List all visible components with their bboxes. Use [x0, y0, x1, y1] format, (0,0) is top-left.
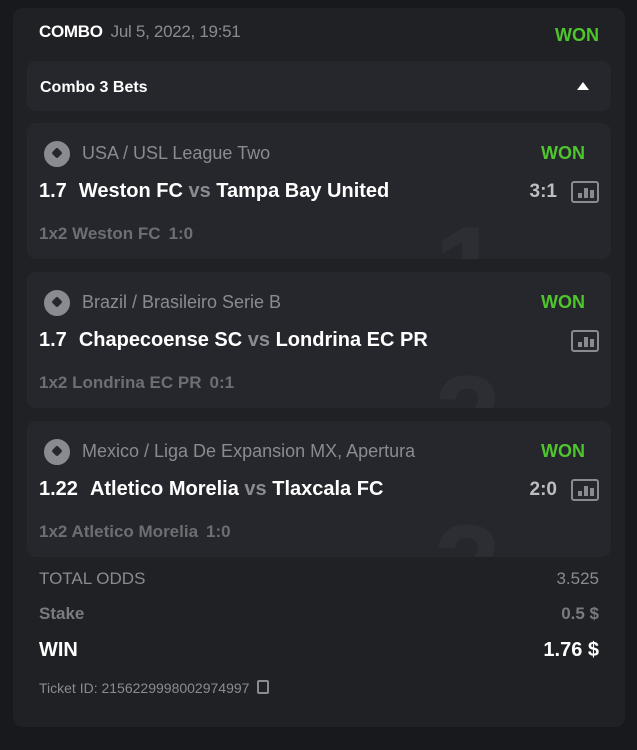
bet-pick: 1x2 Londrina EC PR 0:1	[39, 373, 234, 393]
total-odds-value: 3.525	[556, 569, 599, 588]
stake-row: Stake 0.5 $	[39, 604, 599, 624]
bet-status: WON	[541, 292, 585, 312]
league-name: Brazil / Brasileiro Serie B	[82, 292, 282, 312]
match-line: 1.7 Chapecoense SC vs Londrina EC PR	[39, 328, 428, 352]
match-line: 1.7 Weston FC vs Tampa Bay United	[39, 179, 389, 203]
pick-score: 1:0	[168, 224, 194, 243]
total-odds-label: TOTAL ODDS	[39, 569, 146, 588]
away-team: Tlaxcala FC	[272, 478, 384, 500]
match-line: 1.22 Atletico Morelia vs Tlaxcala FC	[39, 477, 383, 501]
total-odds-row: TOTAL ODDS 3.525	[39, 569, 599, 589]
bet-odd: 1.7	[39, 180, 67, 202]
bet-item: 1 USA / USL League Two WON 1.7 Weston FC …	[27, 123, 611, 259]
home-team: Weston FC	[78, 180, 183, 202]
bet-number-watermark: 1	[434, 209, 501, 259]
win-row: WIN 1.76 $	[39, 639, 599, 662]
home-team: Chapecoense SC	[78, 329, 243, 351]
ticket-header: COMBO Jul 5, 2022, 19:51	[39, 22, 241, 42]
bet-ticket-card: COMBO Jul 5, 2022, 19:51 WON Combo 3 Bets…	[13, 8, 625, 727]
pick-score: 1:0	[206, 522, 231, 541]
soccer-ball-icon	[44, 290, 70, 316]
bet-odd: 1.22	[39, 478, 78, 500]
final-score: 2:0	[529, 479, 557, 500]
vs-label: vs	[247, 329, 271, 351]
bet-status: WON	[541, 143, 585, 163]
caret-up-icon[interactable]	[577, 82, 589, 90]
combo-toggle[interactable]: Combo 3 Bets	[27, 61, 611, 111]
away-team: Tampa Bay United	[216, 180, 390, 202]
ticket-type: COMBO	[39, 22, 103, 41]
stake-value: 0.5 $	[561, 604, 599, 623]
vs-label: vs	[188, 180, 211, 202]
bet-number-watermark: 2	[434, 358, 501, 408]
copy-icon[interactable]	[257, 680, 270, 694]
ticket-id: Ticket ID: 2156229998002974997	[39, 680, 250, 696]
home-team: Atletico Morelia	[89, 478, 239, 500]
ticket-status: WON	[555, 25, 599, 45]
win-label: WIN	[39, 639, 78, 661]
stats-icon[interactable]	[571, 330, 599, 352]
win-value: 1.76 $	[543, 639, 599, 661]
stats-icon[interactable]	[571, 181, 599, 203]
stats-icon[interactable]	[571, 479, 599, 501]
soccer-ball-icon	[44, 141, 70, 167]
soccer-ball-icon	[44, 439, 70, 465]
bet-market: 1x2 Londrina EC PR	[39, 373, 202, 392]
bet-pick: 1x2 Atletico Morelia 1:0	[39, 522, 231, 542]
league-name: USA / USL League Two	[82, 143, 271, 163]
bet-number-watermark: 3	[434, 507, 501, 557]
stake-label: Stake	[39, 604, 85, 623]
bet-item: 3 Mexico / Liga De Expansion MX, Apertur…	[27, 421, 611, 557]
bet-odd: 1.7	[39, 329, 67, 351]
bet-item: 2 Brazil / Brasileiro Serie B WON 1.7 Cha…	[27, 272, 611, 408]
bet-market: 1x2 Atletico Morelia	[39, 522, 199, 541]
bet-pick: 1x2 Weston FC 1:0	[39, 224, 193, 244]
ticket-id-row: Ticket ID: 2156229998002974997	[39, 680, 599, 696]
final-score: 3:1	[529, 181, 557, 202]
vs-label: vs	[244, 478, 267, 500]
bet-status: WON	[541, 441, 585, 461]
bet-market: 1x2 Weston FC	[39, 224, 161, 243]
away-team: Londrina EC PR	[275, 329, 428, 351]
league-name: Mexico / Liga De Expansion MX, Apertura	[82, 441, 416, 461]
combo-title: Combo 3 Bets	[40, 79, 148, 96]
pick-score: 0:1	[209, 373, 235, 392]
ticket-date: Jul 5, 2022, 19:51	[110, 22, 241, 41]
